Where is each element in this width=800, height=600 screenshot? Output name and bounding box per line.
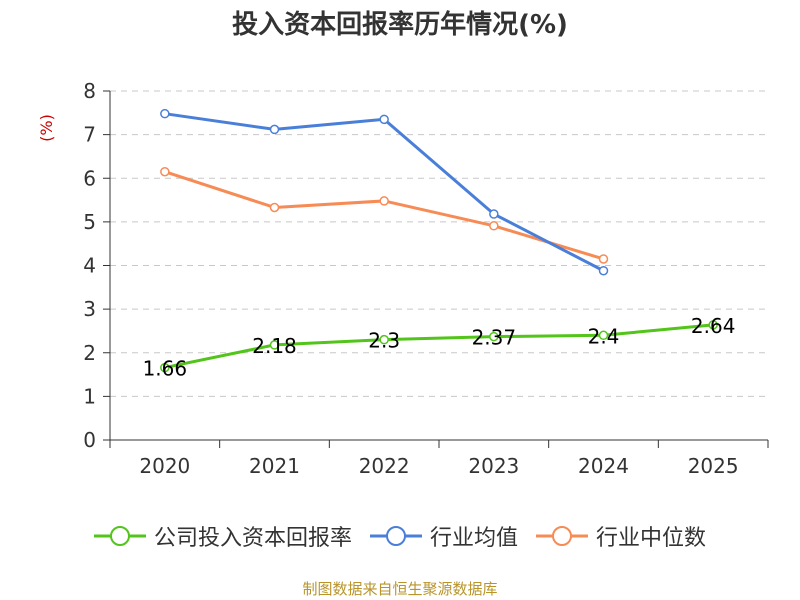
y-tick-label: 5 <box>83 210 96 234</box>
legend-label: 行业均值 <box>429 526 518 551</box>
chart-legend: 公司投入资本回报率 行业均值 行业中位数 <box>0 520 800 552</box>
data-point <box>598 330 609 341</box>
data-label: 1.66 <box>143 357 188 381</box>
data-point <box>489 209 499 219</box>
x-tick-label: 2020 <box>139 454 190 478</box>
data-point <box>379 334 389 345</box>
data-point <box>269 124 280 135</box>
series-2 <box>160 166 609 264</box>
legend-label: 行业中位数 <box>596 526 707 551</box>
data-label: 2.18 <box>252 334 297 358</box>
data-point <box>598 254 609 264</box>
data-label: 2.37 <box>472 326 517 350</box>
legend-marker <box>536 526 588 546</box>
data-point <box>160 166 170 177</box>
y-axis-label: (%) <box>37 114 56 142</box>
x-tick-label: 2024 <box>578 454 629 478</box>
data-point <box>379 114 389 125</box>
y-tick-label: 7 <box>83 123 96 147</box>
series-0: 1.66 2.18 2.3 2.37 2.4 2.64 <box>143 314 736 381</box>
series-line <box>164 323 714 370</box>
data-point <box>598 265 609 276</box>
data-point <box>160 108 170 119</box>
legend-item[interactable]: 公司投入资本回报率 <box>93 520 352 552</box>
x-tick-label: 2022 <box>359 454 410 478</box>
y-tick-label: 1 <box>83 384 96 408</box>
y-tick-label: 6 <box>83 166 96 190</box>
legend-marker <box>369 526 422 546</box>
y-tick-label: 2 <box>83 341 96 365</box>
legend-label: 公司投入资本回报率 <box>153 526 352 551</box>
series-line <box>164 170 604 261</box>
data-point <box>379 196 389 206</box>
x-tick-label: 2021 <box>249 454 300 478</box>
y-tick-label: 3 <box>83 297 96 321</box>
legend-item[interactable]: 行业中位数 <box>536 520 706 552</box>
data-label: 2.64 <box>691 314 736 338</box>
data-point <box>489 221 499 231</box>
data-point <box>269 340 280 350</box>
y-tick-label: 4 <box>83 254 96 278</box>
source-note: 制图数据来自恒生聚源数据库 <box>302 580 498 598</box>
data-point <box>160 362 170 373</box>
data-point <box>269 202 280 213</box>
x-tick-label: 2025 <box>688 454 739 478</box>
data-label: 2.4 <box>588 324 620 348</box>
y-tick-label: 0 <box>83 428 96 452</box>
legend-marker <box>93 526 146 546</box>
data-point <box>489 331 499 342</box>
y-tick-label: 8 <box>83 79 96 103</box>
chart-title: 投入资本回报率历年情况(%) <box>232 10 568 40</box>
x-tick-label: 2023 <box>468 454 519 478</box>
data-label: 2.3 <box>368 329 400 353</box>
data-point <box>708 320 718 330</box>
series-1 <box>160 108 609 276</box>
legend-item[interactable]: 行业均值 <box>369 520 518 552</box>
